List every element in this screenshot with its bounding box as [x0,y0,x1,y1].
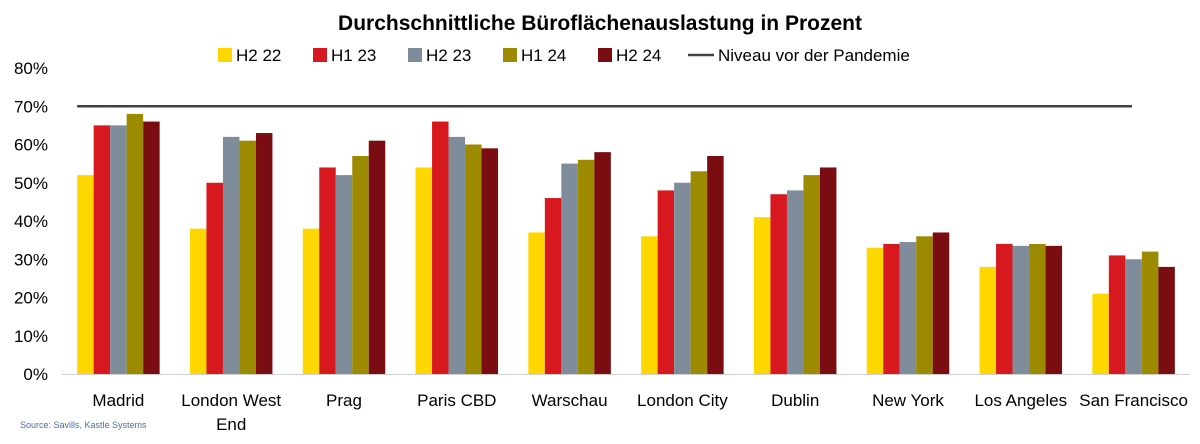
bar-h2-24 [707,155,724,374]
bar-h1-24 [465,144,482,374]
category-label: Los Angeles [974,391,1067,410]
bar-h1-24 [352,155,369,374]
y-tick-label: 0% [23,365,48,384]
legend-label: H2 22 [236,46,281,65]
bar-h1-24 [916,236,933,374]
y-tick-label: 50% [14,174,48,193]
bar-h1-24 [803,175,820,374]
bar-h2-22 [189,228,207,374]
legend-swatch [313,48,327,62]
bar-h1-23 [206,182,223,374]
y-tick-label: 30% [14,250,48,269]
bar-h2-22 [641,236,658,374]
bar-h2-24 [1158,266,1175,374]
bar-h2-22 [77,175,94,374]
bar-h2-24 [932,232,950,374]
bar-h2-23 [1012,245,1030,374]
bar-h1-23 [883,243,900,374]
bar-h2-23 [110,125,127,374]
bar-h1-23 [544,198,562,374]
legend-swatch [218,48,232,62]
category-label: London City [637,391,728,410]
y-tick-label: 70% [14,97,48,116]
category-label: Paris CBD [417,391,496,410]
bar-h2-22 [866,247,884,374]
bar-h1-24 [577,159,595,374]
bar-h1-23 [1108,255,1126,374]
bars [77,113,1175,375]
bar-h1-24 [1029,243,1046,374]
bar-h2-23 [561,163,578,374]
bar-h2-24 [1045,245,1063,374]
y-axis: 0% 10% 20% 30% 40% 50% 60% 70% 80% [14,59,48,384]
bar-h2-23 [222,136,240,374]
bar-h2-23 [786,190,804,374]
bar-h2-24 [143,121,160,374]
bar-h2-22 [415,167,433,374]
bar-h1-23 [996,243,1013,374]
legend-label: H1 24 [521,46,566,65]
bar-h2-22 [528,232,545,374]
legend: H2 22 H1 23 H2 23 H1 24 H2 24 Niveau vor der … [218,46,910,65]
legend-label: H2 24 [616,46,661,65]
legend-swatch [503,48,517,62]
bar-h2-24 [594,152,611,374]
bar-h2-24 [255,133,273,374]
bar-h2-23 [899,242,917,374]
y-tick-label: 80% [14,59,48,78]
source-note: Source: Savills, Kastle Systems [20,420,147,430]
bar-h1-23 [93,125,111,374]
bar-h2-22 [753,217,771,374]
category-label: New York [872,391,944,410]
bar-h2-22 [1092,293,1109,374]
bar-h1-24 [239,140,256,374]
category-label: London West End [181,391,281,434]
legend-swatch [408,48,422,62]
category-label: Dublin [771,391,819,410]
category-label: Warschau [532,391,608,410]
bar-h2-24 [819,167,837,374]
legend-label: H1 23 [331,46,376,65]
bar-h1-24 [126,113,144,375]
category-label: San Francisco [1079,391,1188,410]
bar-h2-23 [335,175,353,374]
bar-h1-24 [690,171,708,374]
bar-h2-23 [448,136,466,374]
category-label: Prag [326,391,362,410]
bar-h1-24 [1141,251,1159,374]
bar-h2-23 [1125,259,1142,374]
bar-h1-23 [657,190,675,374]
category-label: Madrid [92,391,144,410]
bar-h2-24 [368,140,386,374]
y-tick-label: 10% [14,327,48,346]
x-axis: Madrid London West End Prag Paris CBD Warscha… [62,374,1190,434]
bar-h2-22 [302,228,320,374]
legend-label: H2 23 [426,46,471,65]
bar-h2-22 [979,266,997,374]
legend-swatch [598,48,612,62]
y-tick-label: 40% [14,212,48,231]
bar-h1-23 [432,121,449,374]
bar-h1-23 [770,194,787,374]
bar-h1-23 [319,167,336,374]
legend-label: Niveau vor der Pandemie [718,46,910,65]
y-tick-label: 60% [14,136,48,155]
y-tick-label: 20% [14,289,48,308]
bar-h2-24 [481,148,499,374]
chart-title: Durchschnittliche Büroflächenauslastung … [338,12,862,35]
bar-h2-23 [674,182,691,374]
